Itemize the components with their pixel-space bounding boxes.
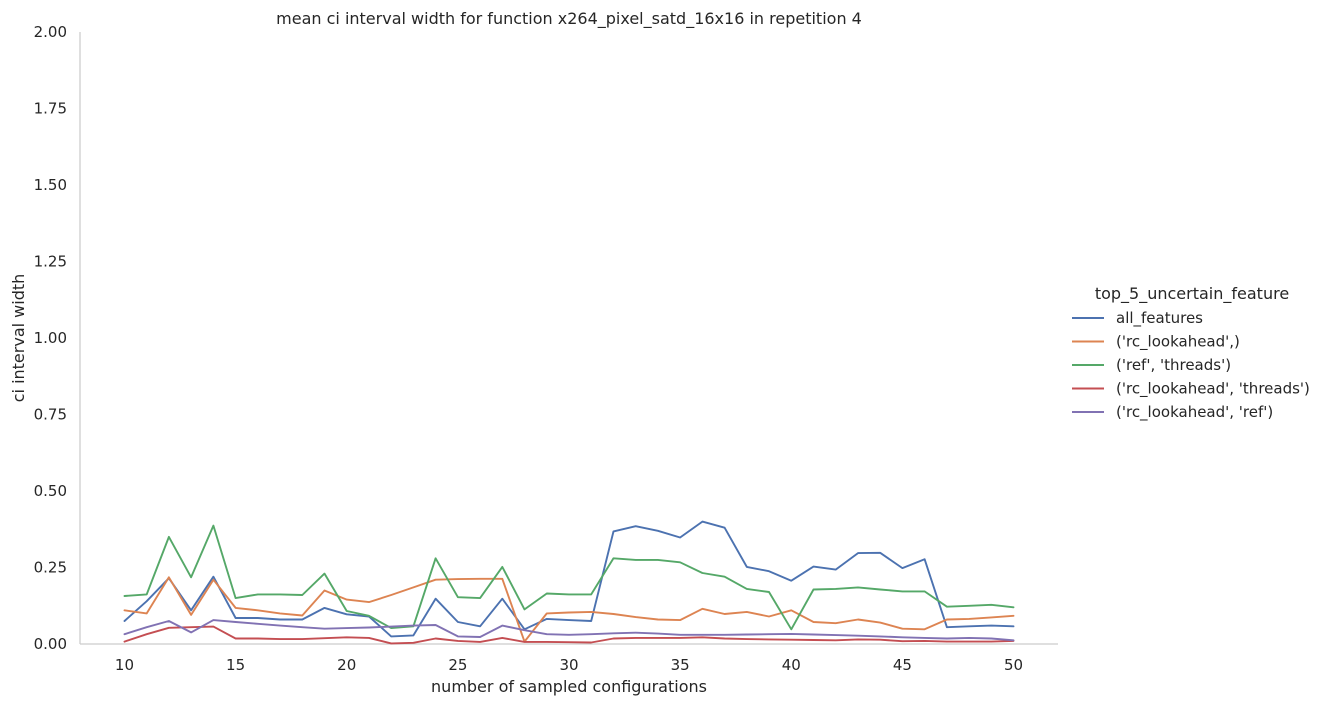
series-line — [123, 524, 1015, 631]
legend-label: ('rc_lookahead', 'threads') — [1116, 380, 1310, 399]
y-tick-label: 2.00 — [34, 23, 67, 41]
x-tick-labels: 10 15 20 25 30 35 40 45 50 — [115, 656, 1023, 674]
x-tick-label: 50 — [1004, 656, 1023, 674]
x-tick-label: 10 — [115, 656, 134, 674]
y-tick-label: 0.50 — [34, 482, 67, 500]
y-tick-label: 1.75 — [34, 100, 67, 118]
legend-label: ('rc_lookahead', 'ref') — [1116, 403, 1273, 422]
y-tick-label: 1.00 — [34, 329, 67, 347]
x-tick-label: 40 — [782, 656, 801, 674]
x-tick-label: 35 — [671, 656, 690, 674]
legend-label: ('rc_lookahead',) — [1116, 333, 1240, 352]
y-tick-label: 0.25 — [34, 559, 67, 577]
series-line — [123, 625, 1015, 645]
x-tick-label: 45 — [893, 656, 912, 674]
legend-label: ('ref', 'threads') — [1116, 356, 1231, 374]
x-tick-label: 15 — [226, 656, 245, 674]
y-axis-label: ci interval width — [9, 274, 28, 403]
legend-label: all_features — [1116, 309, 1203, 328]
y-tick-label: 0.75 — [34, 406, 67, 424]
y-tick-labels: 0.00 0.25 0.50 0.75 1.00 1.25 1.50 1.75 2.00 — [34, 23, 67, 653]
series-lines — [123, 520, 1015, 645]
x-tick-label: 30 — [559, 656, 578, 674]
series-line — [123, 576, 1015, 643]
x-tick-label: 25 — [448, 656, 467, 674]
x-axis-label: number of sampled configurations — [431, 677, 707, 696]
legend-title: top_5_uncertain_feature — [1095, 284, 1289, 304]
series-line — [123, 520, 1015, 638]
y-tick-label: 1.25 — [34, 253, 67, 271]
legend: top_5_uncertain_feature all_features ('rc… — [1072, 284, 1310, 422]
x-tick-label: 20 — [337, 656, 356, 674]
chart-title: mean ci interval width for function x264… — [276, 9, 862, 29]
y-tick-label: 0.00 — [34, 635, 67, 653]
legend-items: all_features ('rc_lookahead',) ('ref', 'th… — [1072, 309, 1310, 422]
y-tick-label: 1.50 — [34, 176, 67, 194]
series-line — [123, 619, 1015, 642]
